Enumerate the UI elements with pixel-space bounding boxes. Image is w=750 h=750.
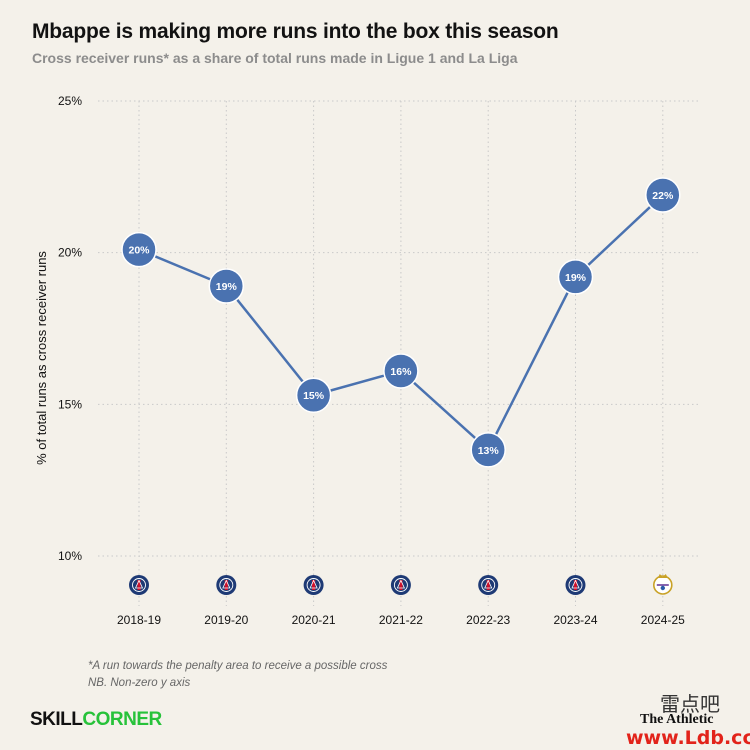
data-label: 19% <box>216 281 238 293</box>
x-tick-label: 2024-25 <box>641 613 685 627</box>
data-label: 20% <box>128 245 150 257</box>
y-tick-label: 25% <box>58 94 82 108</box>
y-tick-label: 20% <box>58 246 82 260</box>
the-athletic-logo: The Athletic <box>640 712 714 727</box>
x-tick-label: 2023-24 <box>553 613 597 627</box>
data-label: 19% <box>565 272 587 284</box>
x-tick-label: 2019-20 <box>204 613 248 627</box>
data-point-marker <box>645 177 681 213</box>
real-madrid-crest-icon <box>652 574 673 595</box>
psg-crest-icon <box>216 575 237 595</box>
x-tick-label: 2022-23 <box>466 613 510 627</box>
data-point-marker <box>121 231 157 268</box>
y-axis: 10% 15% 20% 25% <box>58 94 82 563</box>
psg-crest-icon <box>565 575 586 595</box>
watermark-cjk: 雷点吧 <box>660 694 720 716</box>
data-label: 16% <box>390 366 412 378</box>
data-label: 15% <box>303 390 325 402</box>
watermark-url: www.Ldb.cc <box>626 727 750 749</box>
psg-crest-icon <box>303 575 324 595</box>
y-tick-label: 15% <box>58 397 82 411</box>
psg-crest-icon <box>129 575 149 595</box>
data-point-marker <box>557 259 594 295</box>
x-axis: 2018-19 2019-20 2020-21 2021-22 2022-23 2023-… <box>117 613 685 627</box>
psg-crest-icon <box>478 575 499 595</box>
data-label: 13% <box>478 445 500 457</box>
chart-title: Mbappe is making more runs into the box … <box>32 20 559 43</box>
data-point-marker <box>208 268 245 304</box>
data-point-marker <box>295 377 332 413</box>
x-tick-label: 2021-22 <box>379 613 423 627</box>
data-point-marker <box>383 353 419 389</box>
data-point-marker <box>470 432 506 468</box>
x-tick-label: 2020-21 <box>292 613 336 627</box>
data-label: 22% <box>652 190 674 202</box>
y-tick-label: 10% <box>58 549 82 563</box>
data-markers: 20% 19% 15% 16% 13% 19% 22% <box>121 177 681 468</box>
club-crests <box>129 574 673 595</box>
footnote-axis-note: NB. Non-zero y axis <box>88 677 191 689</box>
chart-subtitle: Cross receiver runs* as a share of total… <box>32 50 518 66</box>
footnote-definition: *A run towards the penalty area to recei… <box>88 660 388 672</box>
x-tick-label: 2018-19 <box>117 613 161 627</box>
psg-crest-icon <box>390 575 411 595</box>
y-axis-label: % of total runs as cross receiver runs <box>34 251 49 465</box>
skillcorner-logo: SKILLCORNER <box>30 709 162 730</box>
